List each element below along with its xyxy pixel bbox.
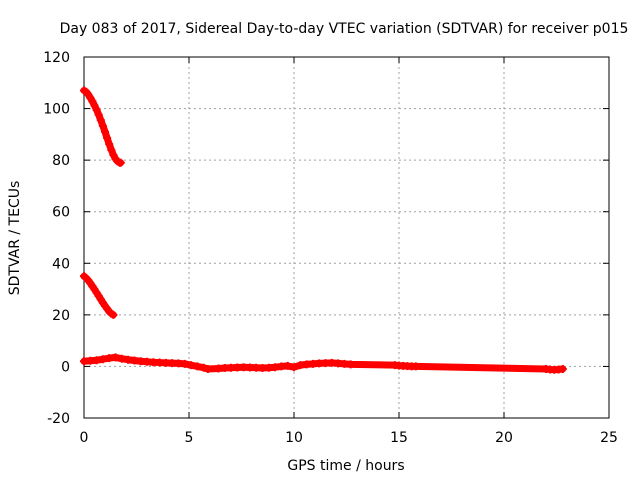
data-point [92,356,101,365]
data-point [203,365,212,374]
x-tick-label: 10 [285,430,303,446]
data-point [109,310,118,319]
data-point [101,127,109,136]
grid-layer [84,57,609,418]
data-point [180,359,189,368]
data-point [105,140,114,149]
y-tick-label: 120 [43,50,70,66]
y-tick-label: -20 [47,411,70,427]
chart-title: Day 083 of 2017, Sidereal Day-to-day VTE… [60,21,629,37]
data-point [283,361,292,370]
data-point [107,145,116,154]
x-axis-label: GPS time / hours [287,458,404,474]
series-baseline [80,353,567,374]
y-tick-label: 40 [52,256,70,272]
data-point [290,363,298,372]
data-point [199,363,208,372]
data-point [116,158,125,167]
data-point [96,116,105,125]
y-tick-label: 80 [52,153,70,169]
data-point [98,355,107,364]
data-point [558,365,567,374]
y-tick-label: 60 [52,205,70,221]
y-axis-label: SDTVAR / TECUs [7,181,23,296]
data-layer [80,86,567,374]
x-tick-label: 25 [600,430,618,446]
x-tick-label: 5 [185,430,194,446]
data-point [98,121,107,130]
x-tick-label: 20 [495,430,513,446]
data-point [94,110,103,119]
data-point [103,133,112,142]
plot-area-frame [83,56,610,419]
x-tick-label: 0 [80,430,89,446]
series-arc-high [80,86,125,167]
data-point [88,97,97,106]
y-tick-label: 20 [52,308,70,324]
y-tick-label: 100 [43,102,70,118]
data-point [193,362,202,371]
data-point [92,105,101,114]
data-point [117,354,126,363]
tick-layer: 0 5 10 15 20 25 -20 0 20 40 60 80 100 120 [43,50,618,446]
y-tick-label: 0 [61,359,70,375]
x-tick-label: 15 [390,430,408,446]
data-point [411,362,420,371]
data-point [346,360,355,369]
data-point [90,101,99,110]
series-arc-mid [80,272,118,319]
data-point [187,361,196,370]
data-point [111,353,120,362]
